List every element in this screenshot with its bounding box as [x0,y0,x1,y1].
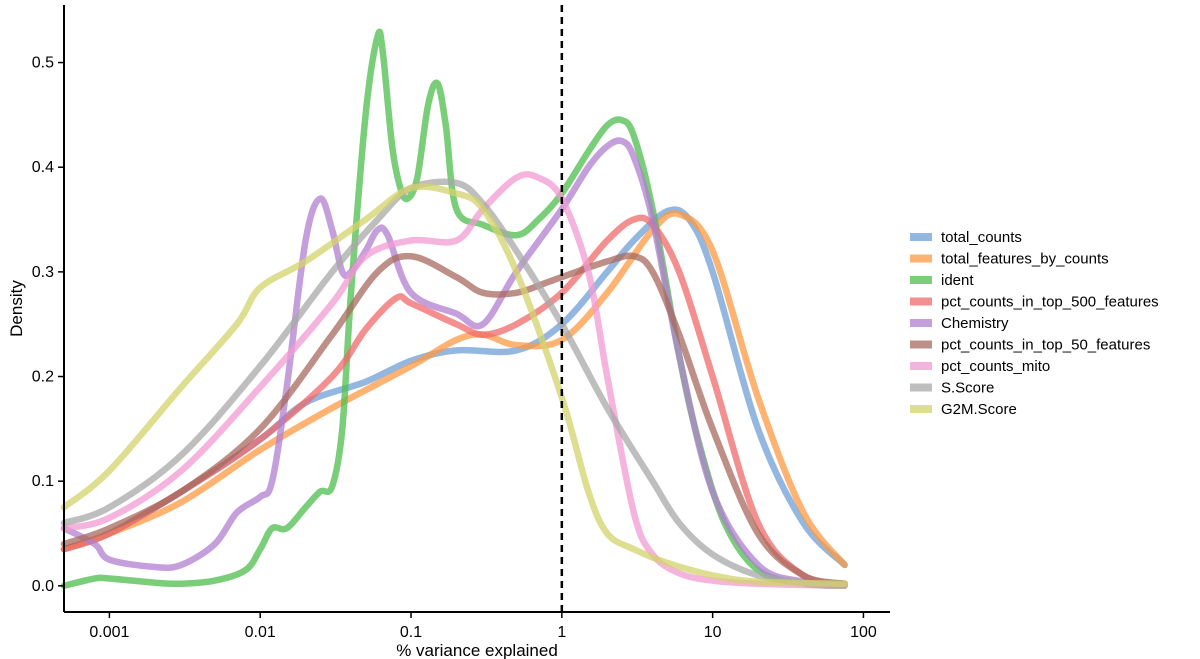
y-axis-ticks: 0.0 0.1 0.2 0.3 0.4 0.5 [32,55,64,595]
y-tick-label: 0.0 [32,578,54,595]
x-axis-title: % variance explained [396,641,558,659]
series-line-chemistry [60,137,848,589]
y-tick-label: 0.2 [32,369,54,386]
series-line-pct-counts-in-top-500-features [60,214,848,587]
legend-label: ident [941,272,974,289]
y-tick-label: 0.1 [32,473,54,490]
series-layer [60,28,848,590]
legend-label: G2M.Score [941,401,1017,418]
legend-label: total_features_by_counts [941,251,1109,268]
x-tick-label: 1 [557,624,566,641]
legend-label: S.Score [941,380,994,397]
series-line-total-features-by-counts [60,210,848,569]
legend-label: pct_counts_mito [941,358,1050,375]
y-tick-label: 0.5 [32,55,54,72]
series-line-s-score [60,178,848,589]
x-tick-label: 0.001 [89,624,129,641]
x-tick-label: 10 [704,624,722,641]
series-line-g2m-score [60,183,848,587]
x-tick-label: 100 [850,624,877,641]
legend: total_counts total_features_by_countsiden… [910,229,1159,418]
y-axis-title: Density [7,280,26,337]
series-line-pct-counts-mito [60,171,848,590]
legend-label: total_counts [941,229,1022,246]
y-tick-label: 0.4 [32,159,54,176]
y-tick-label: 0.3 [32,264,54,281]
series-line-pct-counts-in-top-50-features [60,252,848,587]
x-tick-label: 0.1 [400,624,422,641]
legend-label: pct_counts_in_top_500_features [941,294,1159,311]
legend-label: Chemistry [941,315,1009,332]
x-tick-label: 0.01 [245,624,276,641]
x-axis-ticks: 0.001 0.01 0.1 1 10 100 [89,612,877,641]
legend-label: pct_counts_in_top_50_features [941,337,1150,354]
